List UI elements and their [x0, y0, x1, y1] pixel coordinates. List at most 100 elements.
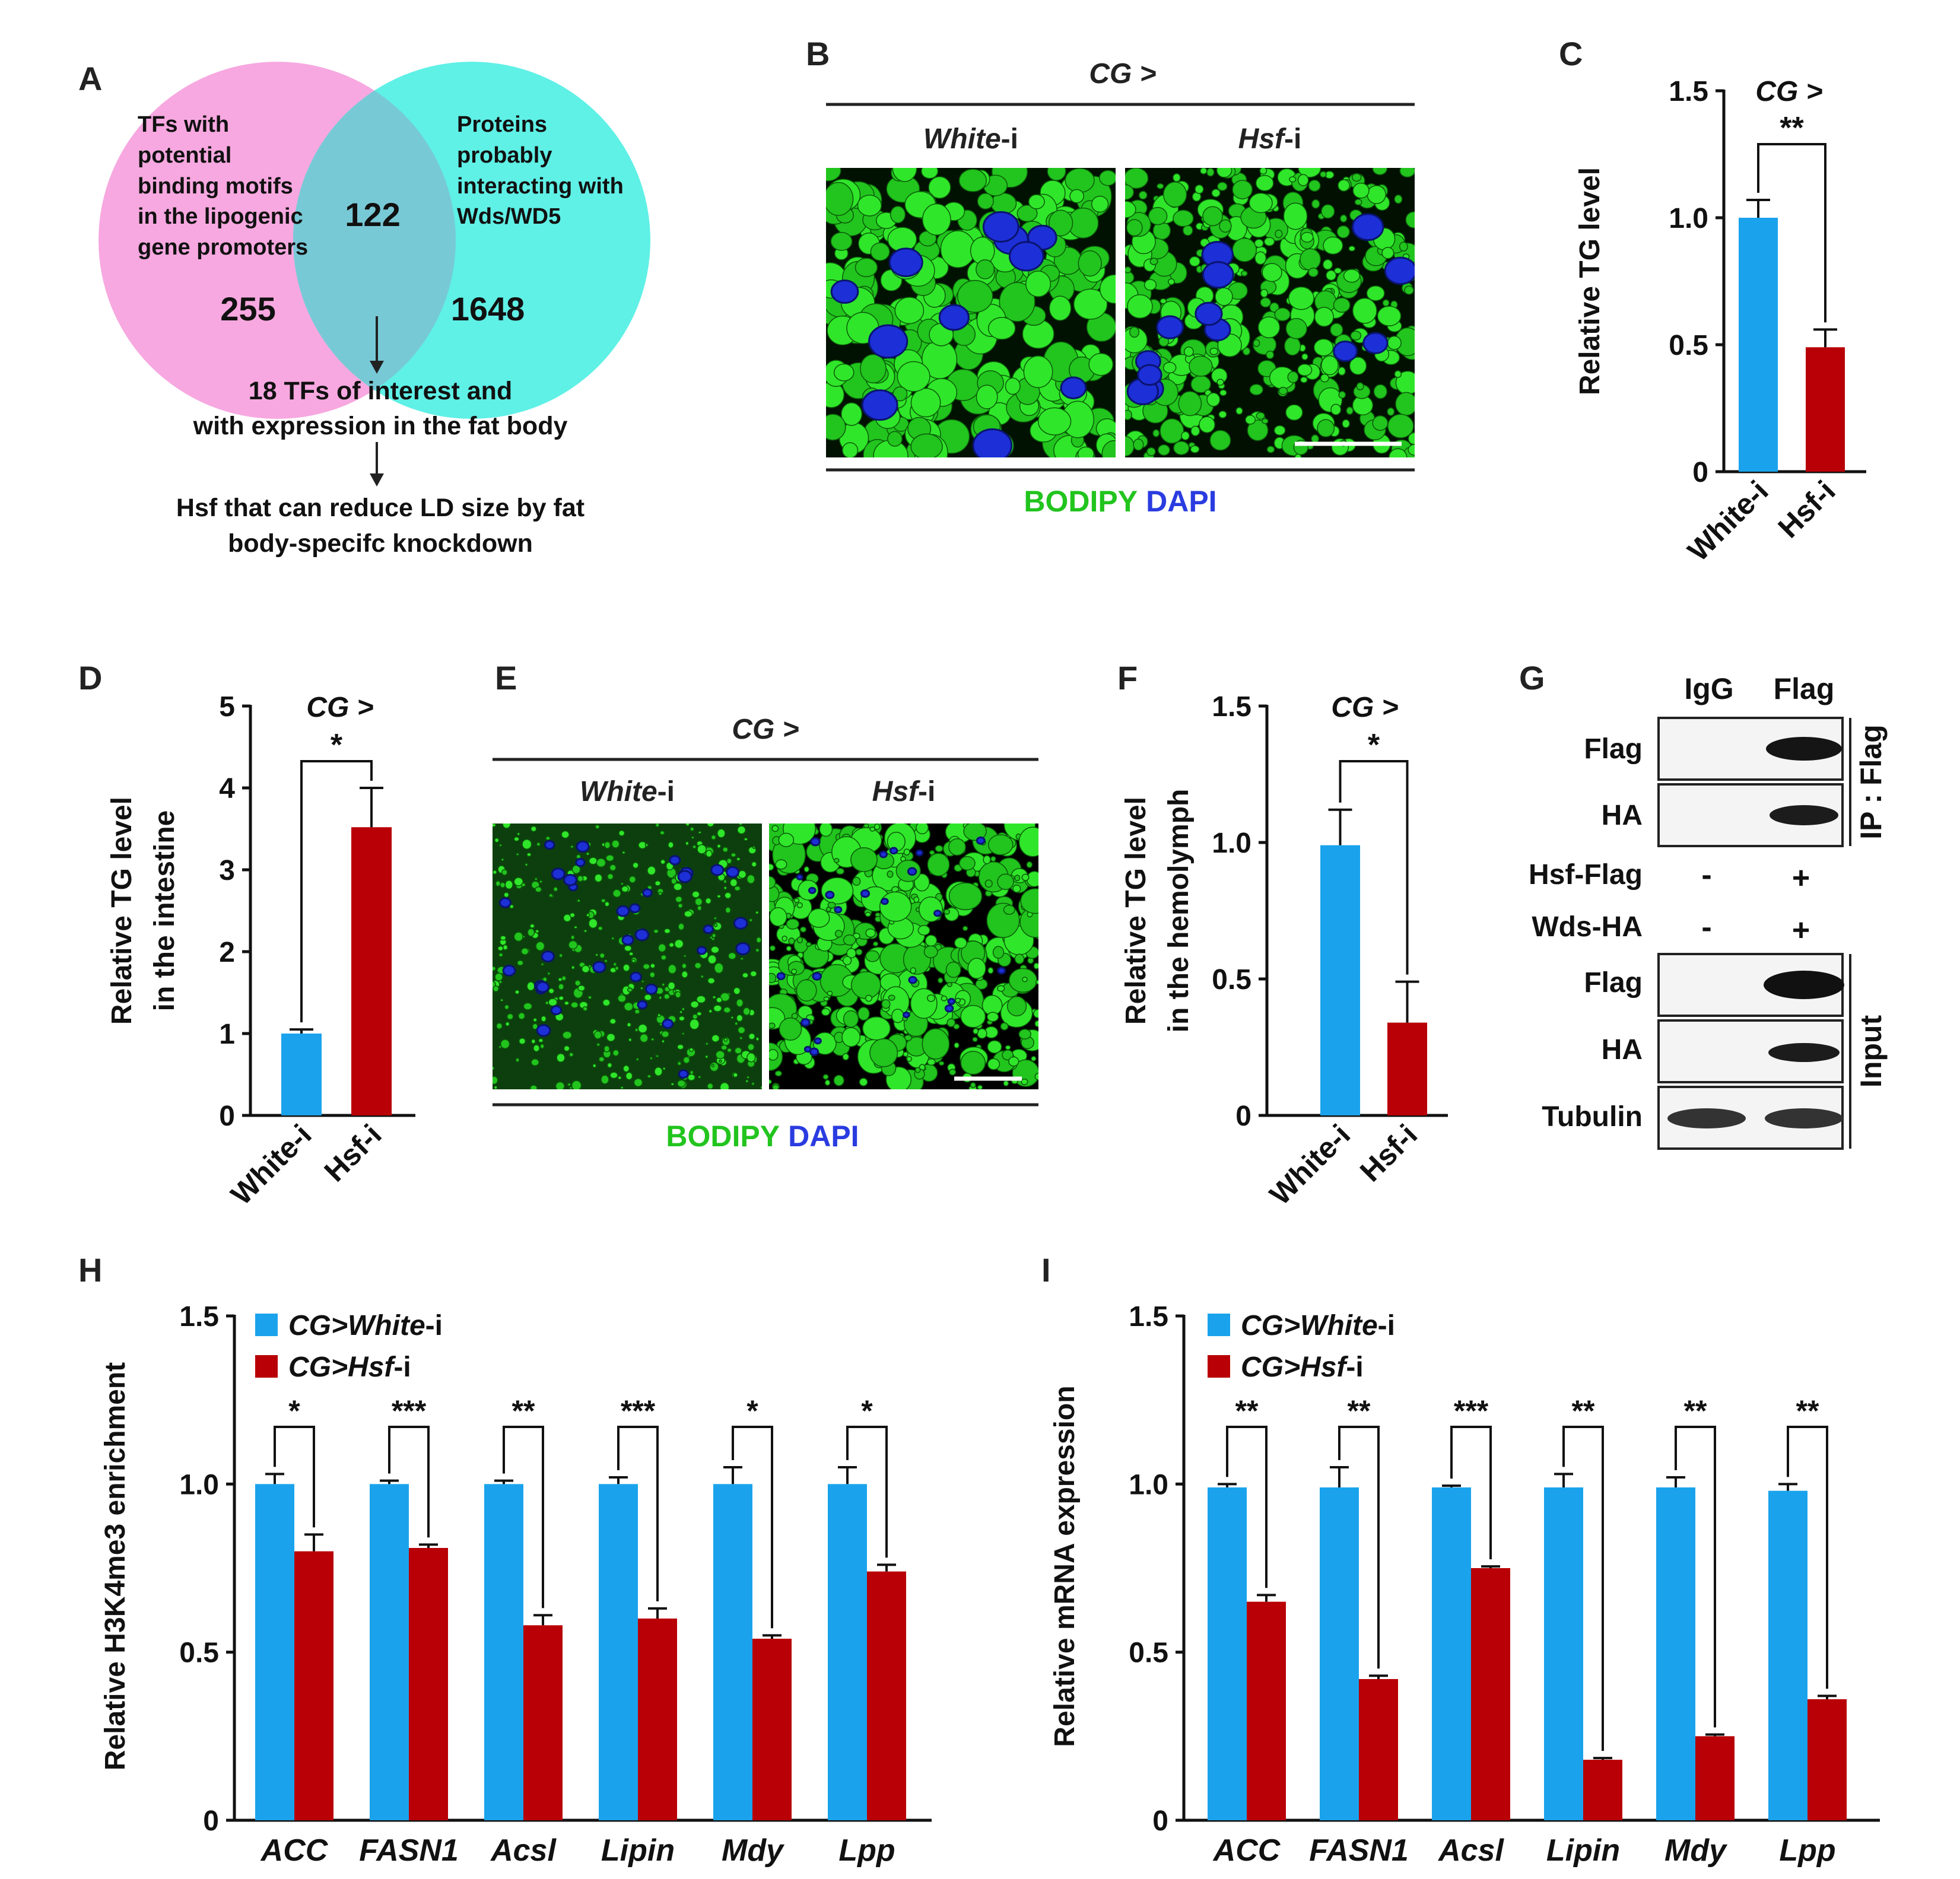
lipid-droplet	[706, 824, 714, 828]
venn-left-line: TFs with	[138, 112, 229, 137]
lipid-droplet	[742, 972, 749, 978]
lipid-droplet	[681, 1032, 685, 1035]
lipid-droplet	[676, 1061, 682, 1066]
lipid-droplet	[1127, 294, 1153, 319]
lipid-droplet	[707, 977, 716, 984]
lipid-droplet	[570, 845, 574, 849]
lipid-droplet	[1088, 352, 1114, 376]
lipid-droplet	[1232, 180, 1253, 199]
y-tick-label: 5	[219, 691, 235, 723]
lipid-droplet	[760, 1086, 762, 1089]
lipid-droplet	[1283, 202, 1308, 230]
venn-left-line: gene promoters	[138, 235, 308, 260]
chart-title: CG >	[1331, 692, 1398, 723]
nucleus	[498, 897, 512, 908]
lipid-droplet	[906, 1055, 913, 1062]
y-tick-label: 2	[219, 937, 235, 968]
lipid-droplet	[1173, 441, 1190, 456]
lipid-droplet	[977, 193, 994, 210]
lipid-droplet	[1026, 861, 1033, 869]
lipid-droplet	[530, 825, 537, 832]
lipid-droplet	[713, 917, 717, 920]
lipid-droplet	[1308, 179, 1321, 192]
lipid-droplet	[497, 945, 504, 952]
lipid-droplet	[712, 995, 716, 999]
blot-col-igg: IgG	[1684, 672, 1733, 705]
lipid-droplet	[1152, 429, 1160, 438]
lipid-droplet	[983, 855, 991, 864]
lipid-droplet	[586, 852, 590, 856]
lipid-droplet	[1395, 392, 1415, 416]
lipid-droplet	[962, 926, 968, 931]
lipid-droplet	[681, 1007, 685, 1011]
lipid-droplet	[1284, 336, 1301, 356]
lipid-droplet	[890, 205, 906, 224]
lipid-droplet	[655, 1054, 659, 1058]
lipid-droplet	[1249, 383, 1263, 396]
nucleus	[669, 855, 681, 866]
lipid-droplet	[935, 845, 944, 853]
lipid-droplet	[498, 952, 504, 958]
lipid-droplet	[976, 384, 998, 409]
lipid-droplet	[1297, 174, 1309, 186]
lipid-droplet	[739, 824, 743, 826]
nucleus	[908, 975, 917, 984]
panel-label-i: I	[1041, 1251, 1051, 1289]
lipid-droplet	[960, 1004, 986, 1028]
nucleus	[997, 966, 1006, 975]
lipid-droplet	[1321, 355, 1339, 376]
lipid-droplet	[1350, 330, 1362, 341]
significance-bracket	[1339, 760, 1409, 975]
y-tick-label: 1.5	[1212, 691, 1251, 723]
lipid-droplet	[690, 1000, 700, 1009]
panel-b-cond1: White-i	[923, 123, 1018, 155]
lipid-droplet	[570, 934, 575, 940]
lipid-droplet	[614, 966, 620, 971]
lipid-droplet	[606, 1062, 612, 1069]
lipid-droplet	[1078, 250, 1102, 277]
lipid-droplet	[865, 928, 876, 938]
lipid-droplet	[539, 1043, 545, 1049]
lipid-droplet	[1257, 316, 1281, 339]
lipid-droplet	[707, 954, 717, 965]
lipid-droplet	[637, 1023, 648, 1034]
lipid-droplet	[1263, 237, 1275, 247]
bar	[1208, 1487, 1247, 1820]
nucleus	[733, 917, 748, 930]
lipid-droplet	[655, 880, 661, 886]
lipid-droplet	[987, 317, 1016, 340]
lipid-droplet	[987, 967, 994, 974]
lipid-droplet	[705, 897, 712, 905]
lipid-droplet	[929, 850, 935, 856]
lipid-droplet	[714, 962, 724, 974]
lipid-droplet	[1073, 288, 1108, 320]
lipid-droplet	[1342, 419, 1351, 428]
nucleus	[1384, 256, 1415, 285]
x-tick-label: Hsf-i	[318, 1118, 388, 1188]
nucleus	[808, 886, 817, 894]
lipid-droplet	[674, 939, 684, 949]
x-tick-label: ACC	[1212, 1833, 1281, 1868]
lipid-droplet	[808, 908, 830, 928]
lipid-droplet	[769, 1079, 772, 1085]
lipid-droplet	[734, 885, 741, 892]
panel-e: CG > White-i Hsf-i BODIPY DAPI	[493, 714, 1038, 1153]
lipid-droplet	[1372, 415, 1389, 431]
lipid-droplet	[726, 857, 732, 864]
lipid-droplet	[609, 1072, 618, 1079]
lipid-droplet	[755, 948, 760, 953]
lipid-droplet	[1190, 425, 1200, 437]
lipid-droplet	[821, 1008, 831, 1016]
lipid-droplet	[967, 958, 986, 980]
lipid-droplet	[710, 834, 716, 840]
lipid-droplet	[720, 1044, 728, 1051]
panel-e-cond1: White-i	[580, 776, 675, 807]
lipid-droplet	[771, 825, 779, 832]
lipid-droplet	[716, 844, 722, 848]
lipid-droplet	[1326, 269, 1337, 281]
lipid-droplet	[1211, 189, 1221, 198]
nucleus	[563, 874, 577, 886]
lipid-droplet	[1143, 279, 1157, 291]
nucleus	[830, 279, 859, 304]
lipid-droplet	[627, 1022, 632, 1028]
